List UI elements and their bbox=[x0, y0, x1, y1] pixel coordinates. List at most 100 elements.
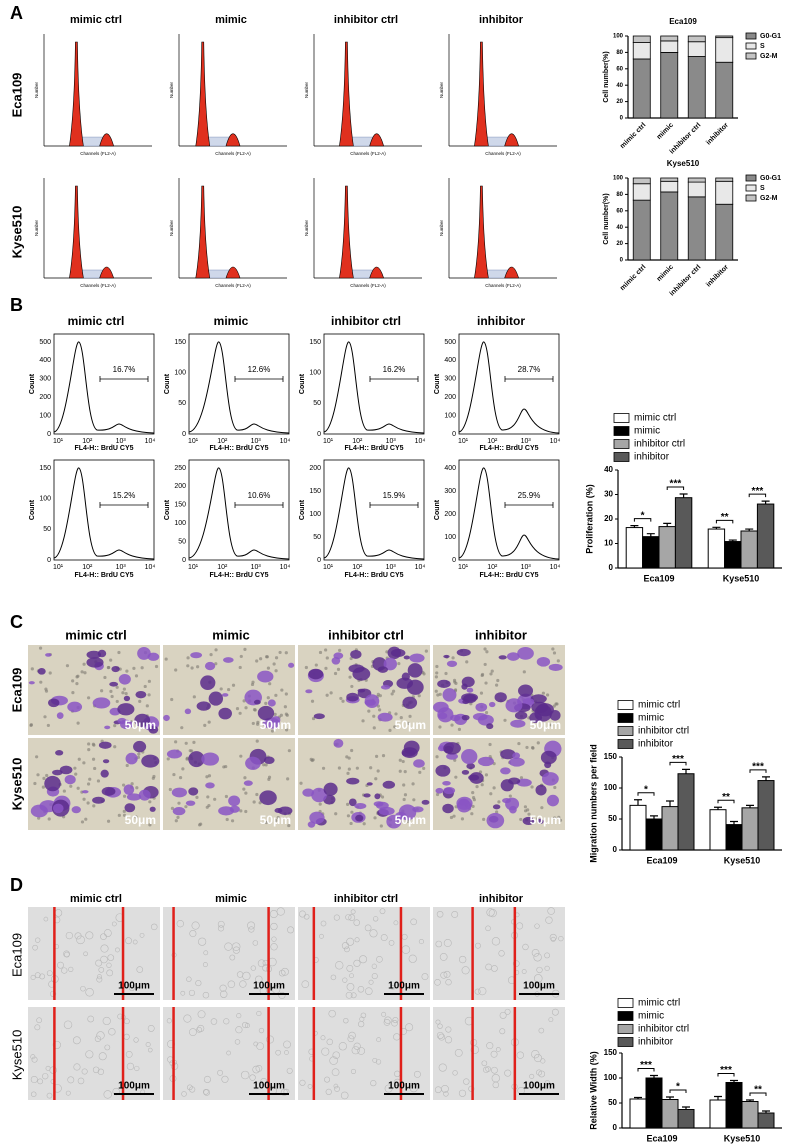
gate-percent: 25.9% bbox=[518, 491, 541, 500]
pore bbox=[325, 693, 329, 697]
pore bbox=[283, 705, 287, 709]
pore bbox=[65, 664, 70, 668]
cell bbox=[443, 654, 450, 659]
cell bbox=[333, 738, 344, 748]
cell bbox=[141, 754, 160, 768]
pore bbox=[255, 792, 259, 797]
cell bbox=[536, 656, 551, 667]
cell bbox=[85, 988, 94, 997]
legend-label: inhibitor ctrl bbox=[638, 1024, 689, 1035]
pore bbox=[480, 673, 484, 678]
cell bbox=[443, 1091, 449, 1097]
cell bbox=[270, 943, 278, 951]
bar-segment bbox=[687, 35, 706, 43]
y-tick-label: 200 bbox=[174, 483, 186, 490]
panel-label: C bbox=[10, 612, 23, 632]
panel-label: D bbox=[10, 875, 23, 895]
pore bbox=[164, 657, 168, 661]
pore bbox=[137, 752, 141, 756]
error-bar bbox=[761, 500, 770, 505]
cell bbox=[46, 970, 53, 977]
cell bbox=[461, 966, 470, 975]
cell bbox=[36, 1017, 42, 1024]
pore bbox=[398, 769, 402, 773]
cell bbox=[123, 784, 135, 795]
pore bbox=[48, 671, 52, 675]
pore bbox=[219, 687, 223, 691]
cell bbox=[257, 959, 266, 968]
y-tick-label: 0 bbox=[182, 557, 186, 564]
cell bbox=[412, 806, 424, 813]
cell bbox=[309, 811, 325, 824]
cell bbox=[256, 1042, 265, 1051]
pore bbox=[553, 785, 557, 790]
pore bbox=[397, 661, 401, 666]
pore bbox=[555, 702, 559, 706]
cell bbox=[208, 691, 224, 706]
flow-histogram: 0 100 200 300 400 500 10¹ 10² 10³ 10⁴ 16.7% Count FL… bbox=[29, 333, 155, 452]
pore bbox=[489, 672, 493, 676]
cell bbox=[147, 1047, 153, 1053]
bar-segment bbox=[660, 52, 679, 119]
y-axis-label: Count bbox=[434, 499, 441, 520]
x-axis-label: Channels (FL2-A) bbox=[485, 283, 521, 288]
cell bbox=[382, 780, 396, 789]
y-tick-label: 0 bbox=[613, 1123, 618, 1132]
cell bbox=[34, 1024, 41, 1031]
cell bbox=[163, 714, 170, 722]
pore bbox=[299, 781, 303, 785]
pore bbox=[284, 651, 288, 655]
cell bbox=[234, 1039, 241, 1045]
cell bbox=[359, 955, 368, 964]
pore bbox=[168, 787, 172, 792]
pore bbox=[479, 691, 484, 695]
cell bbox=[228, 795, 241, 807]
pore bbox=[334, 812, 338, 816]
pore bbox=[86, 782, 91, 786]
image-background bbox=[28, 907, 160, 1000]
pore bbox=[347, 756, 351, 760]
cell bbox=[456, 648, 471, 657]
cell bbox=[217, 1069, 223, 1076]
pore bbox=[457, 727, 462, 731]
chart: Kyse510 0 20 40 60 80 100 Cell number(%) G0-G1 SG… bbox=[603, 159, 781, 297]
column-header: mimic ctrl bbox=[70, 14, 122, 26]
cell bbox=[106, 969, 114, 977]
bar-segment bbox=[687, 177, 706, 183]
pore bbox=[355, 766, 359, 770]
pore bbox=[394, 712, 398, 716]
chart: 0 50 100 150 Migration numbers per field mimi… bbox=[588, 700, 782, 865]
cell bbox=[371, 963, 377, 969]
pore bbox=[318, 802, 322, 806]
g2-peak bbox=[504, 266, 520, 279]
x-tick-label: 10³ bbox=[521, 564, 532, 571]
cell bbox=[345, 991, 353, 999]
cell bbox=[346, 965, 354, 972]
pore bbox=[143, 684, 147, 689]
cell bbox=[148, 725, 159, 734]
pore bbox=[286, 777, 290, 781]
pore bbox=[350, 748, 354, 753]
cell bbox=[87, 1015, 95, 1023]
cell bbox=[181, 1091, 187, 1097]
cell bbox=[46, 1092, 53, 1099]
cell bbox=[353, 959, 361, 967]
x-tick-label: 10¹ bbox=[188, 564, 199, 571]
cell bbox=[266, 1035, 275, 1044]
column-header: mimic bbox=[214, 314, 249, 328]
cell bbox=[85, 931, 94, 940]
cell bbox=[149, 806, 156, 812]
y-tick-label: 50 bbox=[43, 526, 51, 533]
pore bbox=[530, 785, 534, 789]
cell bbox=[97, 1068, 105, 1075]
cell bbox=[333, 1083, 339, 1089]
wound-image: 100μm bbox=[433, 1007, 565, 1100]
bar bbox=[757, 1112, 775, 1129]
g1-peak bbox=[195, 185, 211, 279]
y-tick-label: 150 bbox=[309, 339, 321, 346]
g2-peak bbox=[369, 266, 385, 279]
cell bbox=[303, 913, 310, 920]
y-tick-label: 150 bbox=[174, 339, 186, 346]
cell bbox=[466, 763, 475, 770]
